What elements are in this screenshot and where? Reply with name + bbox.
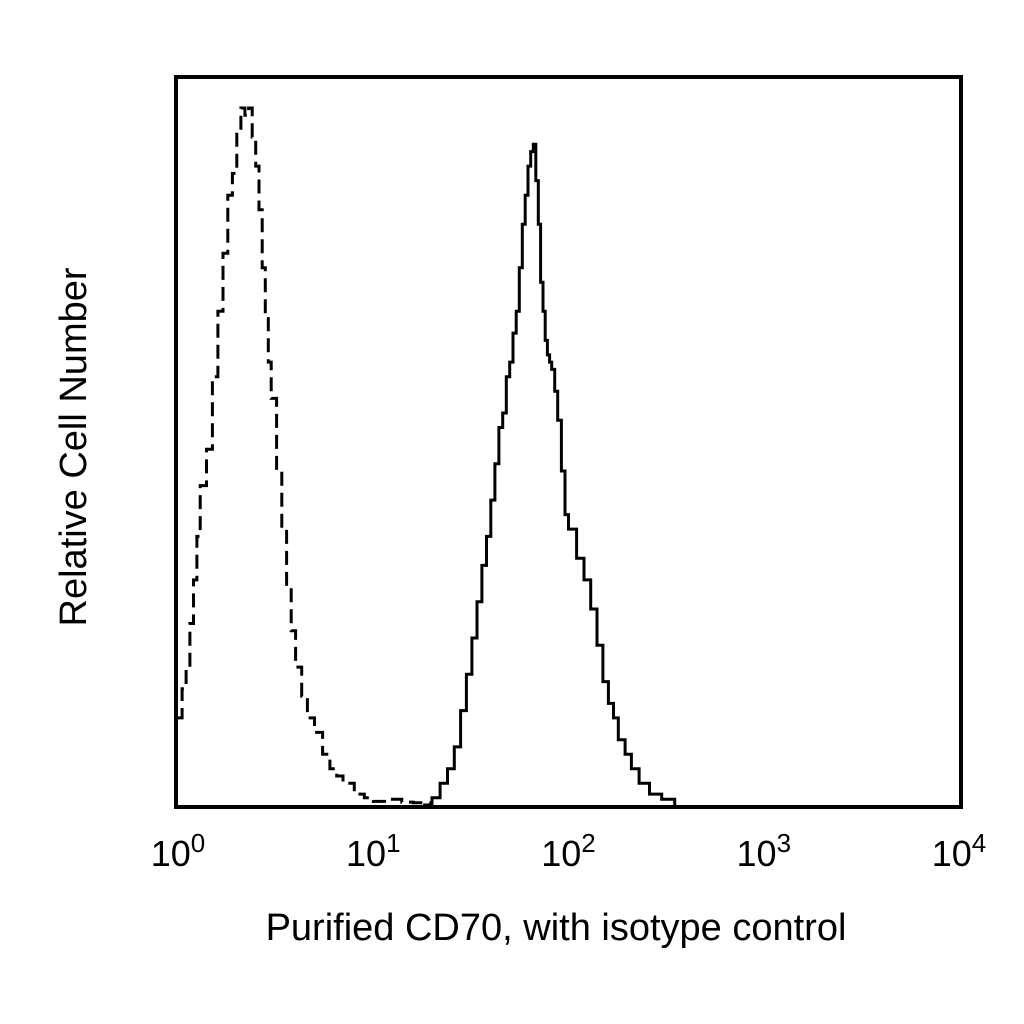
x-tick-label: 104 <box>932 828 987 874</box>
cd70-histogram <box>423 142 677 807</box>
x-axis-title: Purified CD70, with isotype control <box>266 907 847 949</box>
series-layer <box>178 106 677 807</box>
x-tick-label: 101 <box>346 828 401 874</box>
plot-frame <box>174 75 963 809</box>
y-axis-title: Relative Cell Number <box>53 267 95 626</box>
x-tick-label: 103 <box>737 828 792 874</box>
x-tick-labels: 100 101 102 103 104 <box>151 828 987 874</box>
isotype-control-histogram <box>178 106 434 805</box>
x-tick-label: 100 <box>151 828 206 874</box>
x-tick-label: 102 <box>541 828 596 874</box>
